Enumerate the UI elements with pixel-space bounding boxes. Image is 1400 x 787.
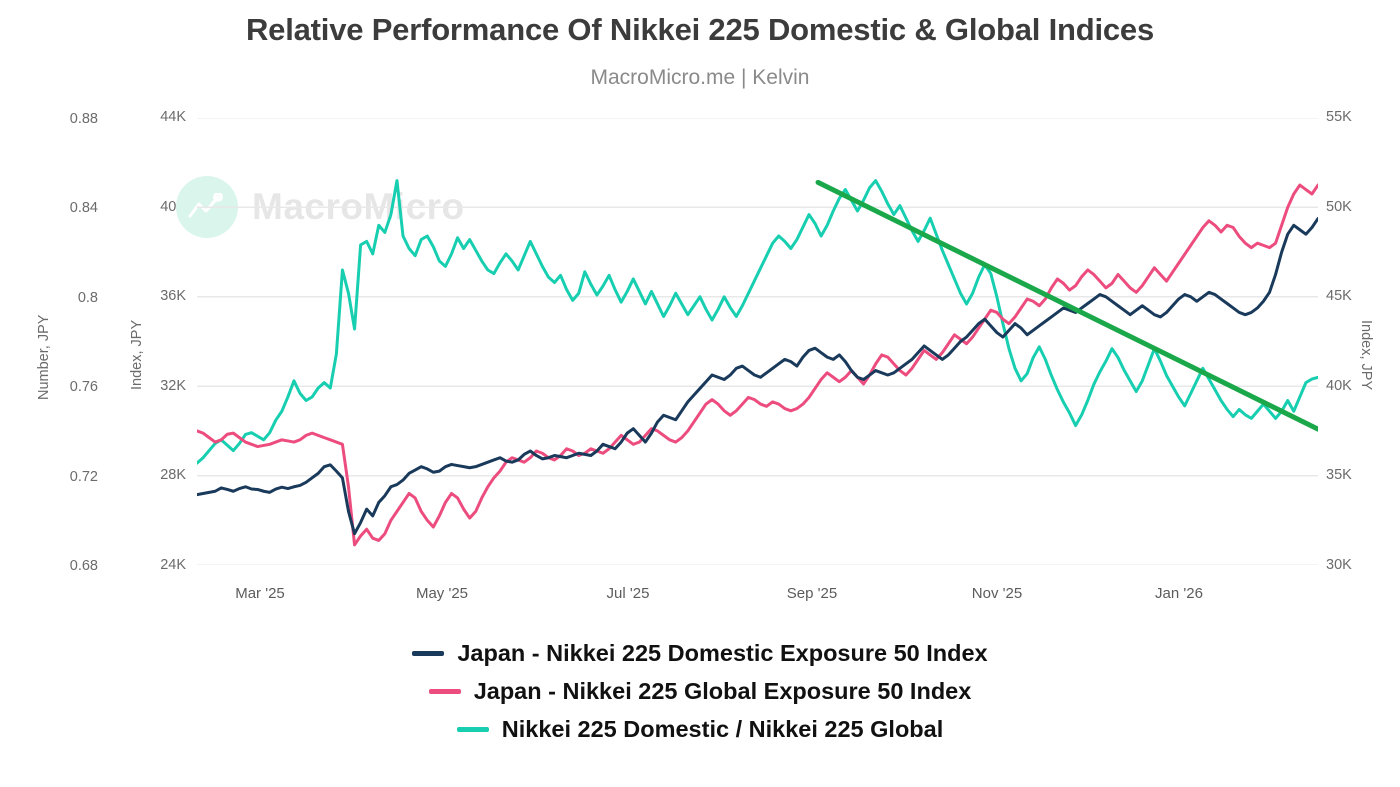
plot-area (197, 118, 1318, 565)
ytick-index-right-0: 55K (1326, 109, 1352, 125)
legend-label-domestic: Japan - Nikkei 225 Domestic Exposure 50 … (457, 640, 988, 666)
ytick-number-1: 0.84 (69, 200, 98, 216)
ytick-index-left-3: 32K (160, 378, 186, 394)
series-line-ratio (197, 179, 1318, 465)
ytick-number-4: 0.72 (69, 469, 98, 485)
ytick-index-right-1: 50K (1326, 199, 1352, 215)
ytick-number-2: 0.8 (77, 290, 98, 306)
annotations (815, 179, 1318, 432)
ytick-index-right-5: 30K (1326, 557, 1352, 573)
xtick-5: Jan '26 (1155, 585, 1203, 602)
ytick-index-left-2: 36K (160, 288, 186, 304)
downtrend-line (815, 179, 1318, 432)
ytick-index-right-3: 40K (1326, 378, 1352, 394)
ytick-number-5: 0.68 (69, 558, 98, 574)
xtick-1: May '25 (415, 585, 469, 602)
ytick-number-0: 0.88 (69, 111, 98, 127)
legend-item-ratio[interactable]: Nikkei 225 Domestic / Nikkei 225 Global (456, 716, 944, 743)
chart-subtitle: MacroMicro.me | Kelvin (590, 66, 810, 89)
xtick-3: Sep '25 (786, 585, 838, 602)
legend-item-global[interactable]: Japan - Nikkei 225 Global Exposure 50 In… (428, 678, 972, 705)
series-lines (197, 179, 1318, 547)
legend-swatch-global (428, 689, 461, 694)
xtick-0: Mar '25 (235, 585, 285, 602)
ytick-index-left-4: 28K (160, 467, 186, 483)
legend-swatch-domestic (412, 651, 445, 656)
xtick-4: Nov '25 (971, 585, 1023, 602)
series-line-domestic (197, 217, 1318, 536)
gridlines (197, 118, 1318, 565)
ytick-index-right-4: 35K (1326, 467, 1352, 483)
series-line-global (197, 183, 1318, 547)
xtick-2: Jul '25 (606, 585, 650, 602)
chart-title: Relative Performance Of Nikkei 225 Domes… (245, 12, 1155, 47)
chart-legend: Japan - Nikkei 225 Domestic Exposure 50 … (0, 640, 1400, 743)
legend-label-global: Japan - Nikkei 225 Global Exposure 50 In… (473, 678, 972, 704)
ytick-index-right-2: 45K (1326, 288, 1352, 304)
ytick-index-left-1: 40K (160, 199, 186, 215)
legend-item-domestic[interactable]: Japan - Nikkei 225 Domestic Exposure 50 … (412, 640, 988, 667)
ytick-number-3: 0.76 (69, 379, 98, 395)
ytick-index-left-0: 44K (160, 109, 186, 125)
plot-svg (197, 118, 1318, 565)
ytick-index-left-5: 24K (160, 557, 186, 573)
legend-label-ratio: Nikkei 225 Domestic / Nikkei 225 Global (501, 716, 944, 742)
legend-swatch-ratio (456, 727, 489, 732)
